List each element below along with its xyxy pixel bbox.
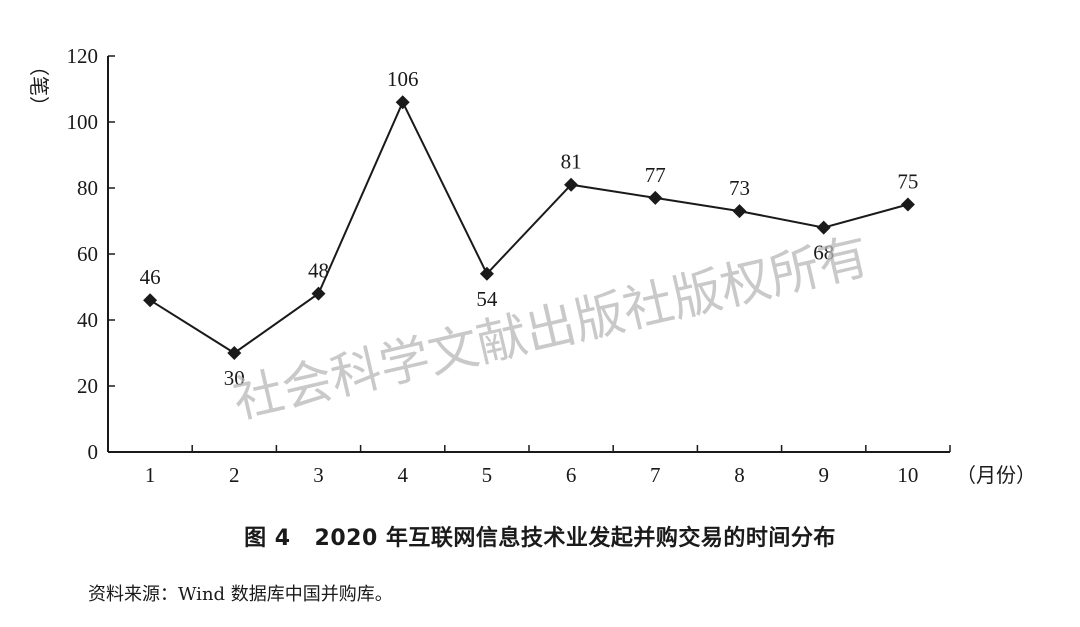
y-tick-label: 120 xyxy=(67,44,99,68)
data-point-marker xyxy=(227,346,242,360)
watermark: 社会科学文献出版社版权所有 xyxy=(228,227,874,430)
data-label: 73 xyxy=(729,176,750,200)
chart-axes: 0 20 40 60 80 100 120 1 2 3 4 5 6 7 8 9 10 xyxy=(67,44,951,487)
line-chart: 0 20 40 60 80 100 120 1 2 3 4 5 6 7 8 9 10 46 30 48 106 54 81… xyxy=(27,44,1036,487)
data-point-marker xyxy=(732,204,747,219)
y-tick-label: 20 xyxy=(77,374,98,398)
data-label: 106 xyxy=(387,67,419,91)
x-tick-label: 10 xyxy=(897,463,918,487)
data-label: 75 xyxy=(897,170,918,194)
data-point-marker xyxy=(816,220,831,235)
data-label: 48 xyxy=(308,259,329,283)
data-point-marker xyxy=(395,95,410,110)
y-tick-label: 0 xyxy=(88,440,99,464)
x-tick-label: 9 xyxy=(818,463,829,487)
data-point-marker xyxy=(311,286,326,301)
source-note: 资料来源：Wind 数据库中国并购库。 xyxy=(88,584,393,605)
x-axis-unit-label: （月份） xyxy=(956,463,1036,487)
y-tick-label: 80 xyxy=(77,176,98,200)
x-tick-label: 3 xyxy=(313,463,324,487)
data-point-marker xyxy=(479,266,494,281)
y-tick-label: 100 xyxy=(67,110,99,134)
x-tick-label: 5 xyxy=(482,463,493,487)
y-axis-unit-label: （笔） xyxy=(27,56,51,116)
data-label: 54 xyxy=(476,287,498,311)
series-line xyxy=(143,95,915,360)
figure-caption: 图 4 2020 年互联网信息技术业发起并购交易的时间分布 xyxy=(0,520,1080,552)
data-label: 46 xyxy=(140,265,161,289)
series-polyline xyxy=(149,99,909,355)
x-tick-label: 2 xyxy=(229,463,240,487)
data-label: 81 xyxy=(561,150,582,174)
figure-number: 图 4 xyxy=(244,526,291,551)
x-tick-label: 1 xyxy=(145,463,156,487)
x-tick-label: 6 xyxy=(566,463,577,487)
x-tick-label: 4 xyxy=(397,463,408,487)
data-label: 77 xyxy=(645,163,666,187)
data-labels: 46 30 48 106 54 81 77 73 68 75 xyxy=(140,67,919,390)
x-tick-label: 7 xyxy=(650,463,661,487)
y-tick-label: 60 xyxy=(77,242,98,266)
data-point-marker xyxy=(564,177,579,192)
figure-title: 2020 年互联网信息技术业发起并购交易的时间分布 xyxy=(314,526,836,551)
data-label: 68 xyxy=(813,241,834,265)
data-point-marker xyxy=(648,190,663,205)
data-point-marker xyxy=(143,293,158,308)
x-tick-label: 8 xyxy=(734,463,745,487)
y-tick-label: 40 xyxy=(77,308,98,332)
data-label: 30 xyxy=(224,366,245,390)
data-point-marker xyxy=(900,197,915,212)
